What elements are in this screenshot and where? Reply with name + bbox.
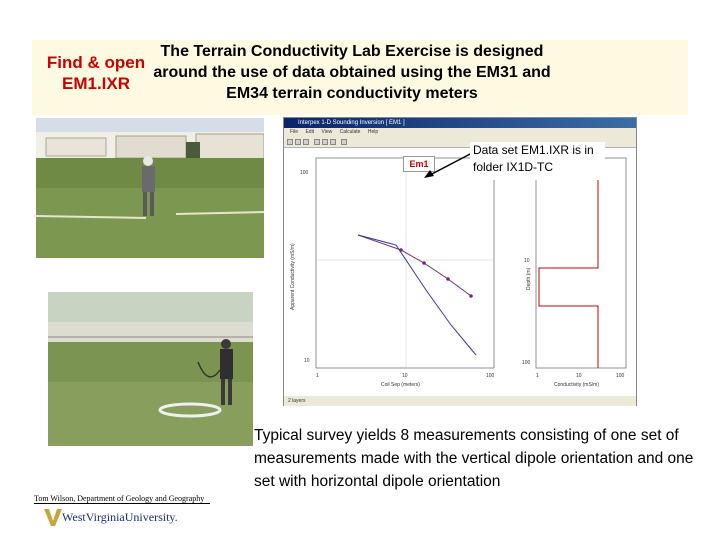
toolbar-help-icon[interactable]: [341, 139, 347, 145]
model-x-label: Conductivity (mS/m): [554, 382, 599, 388]
footer-credit: Tom Wilson, Department of Geology and Ge…: [34, 494, 205, 503]
model-y-tick-100: 100: [522, 360, 531, 366]
menu-view[interactable]: View: [321, 129, 333, 135]
toolbar-save-icon[interactable]: [295, 139, 301, 145]
horizontal-dipole-curve: [357, 234, 472, 297]
data-point: [399, 248, 403, 252]
header-band: [32, 40, 688, 115]
wvu-wordmark: WestVirginiaUniversity.: [62, 510, 178, 524]
menu-calculate[interactable]: Calculate: [339, 129, 361, 135]
coil-operator-photo-art: [48, 292, 253, 446]
dataset-callout: Data set EM1.IXR is in folder IX1D-TC: [470, 142, 605, 180]
toolbar-inverse-icon[interactable]: [330, 139, 336, 145]
sounding-x-tick-100: 100: [486, 373, 495, 379]
app-title-bar[interactable]: Interpex 1-D Sounding Inversion [ EM1 ]: [284, 118, 636, 128]
field-survey-photo: [36, 118, 264, 258]
callout-arrow-icon: [424, 151, 475, 178]
app-status-bar: 2 layers: [284, 396, 636, 406]
intro-text: The Terrain Conductivity Lab Exercise is…: [153, 43, 551, 102]
app-menu-bar: File Edit View Calculate Help: [284, 128, 636, 137]
model-x-tick-1: 1: [536, 373, 539, 379]
footer-divider: [34, 503, 210, 504]
model-x-tick-10: 10: [576, 373, 582, 379]
slide-title: Find & open EM1.IXR: [46, 53, 146, 93]
menu-file[interactable]: File: [290, 129, 299, 135]
sounding-x-tick-10: 10: [402, 373, 408, 379]
sounding-x-tick-1: 1: [316, 373, 319, 379]
sounding-x-label: Coil Sep (meters): [381, 382, 420, 388]
wvu-logo-icon: [44, 509, 62, 526]
sounding-plot-frame: [315, 157, 495, 369]
toolbar-open-icon[interactable]: [287, 139, 293, 145]
app-toolbar: [284, 137, 636, 148]
data-point: [422, 261, 426, 265]
model-y-tick-10: 10: [524, 258, 530, 264]
sounding-y-label: Apparent Conductivity (mS/m): [290, 243, 296, 310]
data-point: [446, 277, 450, 281]
coil-operator-photo: [48, 292, 253, 446]
toolbar-zoom-icon[interactable]: [314, 139, 320, 145]
vertical-dipole-curve: [357, 234, 477, 356]
toolbar-print-icon[interactable]: [303, 139, 309, 145]
sounding-y-tick-100: 100: [300, 170, 309, 176]
sounding-plots: 100 10 1 10 100 Coil Sep (meters) Appare…: [290, 157, 627, 388]
menu-edit[interactable]: Edit: [305, 129, 315, 135]
sounding-y-tick-10: 10: [304, 358, 310, 364]
layer-model-line: [538, 158, 599, 368]
field-survey-photo-art: [36, 118, 264, 258]
data-point: [469, 294, 473, 298]
menu-help[interactable]: Help: [367, 129, 379, 135]
toolbar-forward-icon[interactable]: [322, 139, 328, 145]
model-plot-frame: [535, 157, 627, 369]
model-y-label: Depth (m): [526, 267, 532, 290]
survey-description: Typical survey yields 8 measurements con…: [254, 427, 694, 490]
dataset-badge[interactable]: Em1: [403, 156, 435, 172]
model-x-tick-100: 100: [616, 373, 625, 379]
